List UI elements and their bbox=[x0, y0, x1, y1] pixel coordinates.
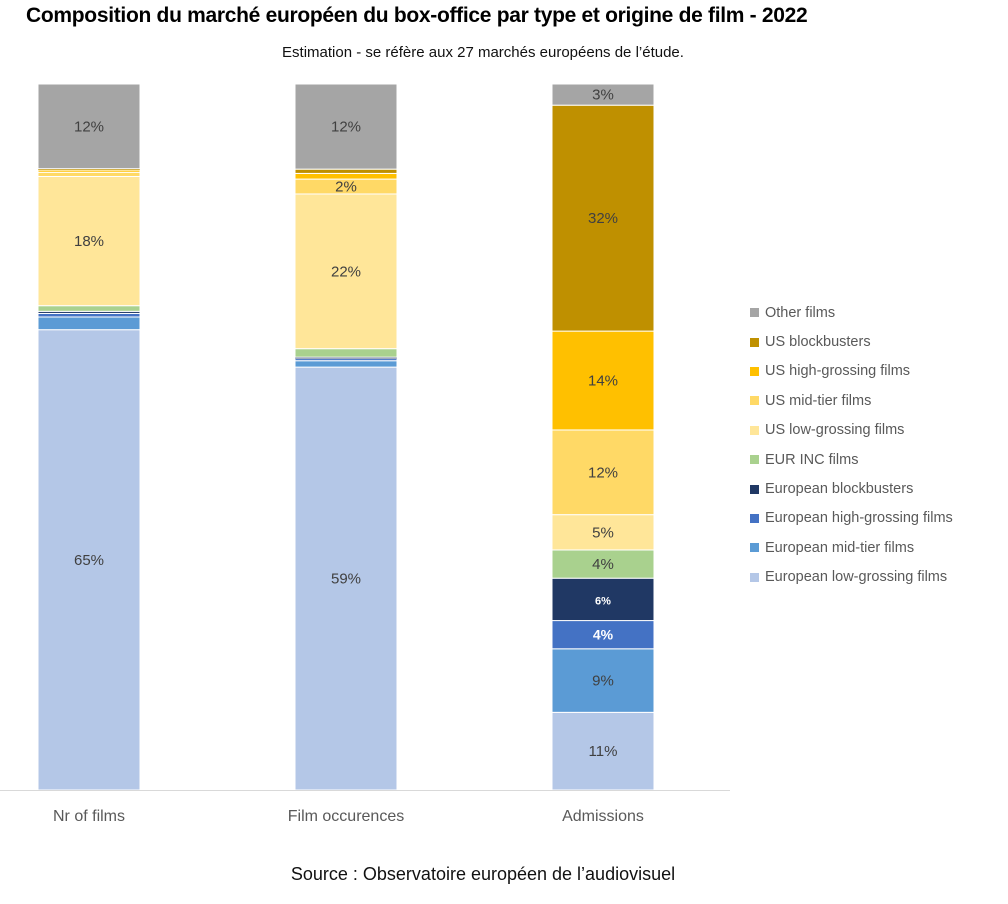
legend-item-us-blockbusters: US blockbusters bbox=[750, 327, 953, 356]
data-label-film-occurences-us-mid-tier-films: 2% bbox=[335, 179, 357, 196]
legend-swatch-icon bbox=[750, 396, 759, 406]
bar-segment-nr-of-films-us-high-grossing-films bbox=[37, 169, 141, 173]
data-label-film-occurences-other-films: 12% bbox=[331, 119, 361, 136]
data-label-admissions-european-low-grossing-films: 11% bbox=[589, 743, 618, 760]
bar-segment-nr-of-films-us-mid-tier-films bbox=[37, 171, 141, 177]
data-label-film-occurences-european-low-grossing-films: 59% bbox=[331, 571, 361, 588]
data-label-admissions-european-blockbusters: 6% bbox=[595, 595, 611, 607]
bar-segment-nr-of-films-eur-inc-films bbox=[37, 305, 141, 312]
bar-segment-film-occurences-eur-inc-films bbox=[294, 348, 398, 358]
data-label-nr-of-films-us-low-grossing-films: 18% bbox=[74, 233, 104, 250]
bar-segment-admissions-other-films bbox=[551, 83, 655, 106]
bar-segment-film-occurences-european-low-grossing-films bbox=[294, 366, 398, 791]
legend-label: EUR INC films bbox=[765, 451, 859, 468]
legend-swatch-icon bbox=[750, 484, 759, 494]
bar-segment-admissions-us-high-grossing-films bbox=[551, 330, 655, 431]
legend-item-eur-inc-films: EUR INC films bbox=[750, 445, 953, 474]
bar-segment-nr-of-films-european-mid-tier-films bbox=[37, 316, 141, 331]
data-label-admissions-european-mid-tier-films: 9% bbox=[592, 673, 614, 690]
bar-segment-nr-of-films-us-low-grossing-films bbox=[37, 175, 141, 307]
legend-label: European blockbusters bbox=[765, 481, 914, 498]
legend-item-european-blockbusters: European blockbusters bbox=[750, 474, 953, 503]
bar-segment-film-occurences-us-blockbusters bbox=[294, 168, 398, 174]
x-tick-label-nr-of-films: Nr of films bbox=[53, 808, 125, 825]
legend-swatch-icon bbox=[750, 455, 759, 465]
bar-segment-admissions-us-mid-tier-films bbox=[551, 429, 655, 516]
chart-source: Source : Observatoire européen de l’audi… bbox=[290, 864, 676, 884]
x-tick-labels: Nr of films Film occurences Admissions bbox=[53, 808, 644, 825]
bar-segment-nr-of-films-other-films bbox=[37, 83, 141, 170]
data-label-nr-of-films-other-films: 12% bbox=[74, 118, 104, 135]
bar-segment-admissions-european-blockbusters bbox=[551, 577, 655, 622]
chart-title: Composition du marché européen du box-of… bbox=[26, 4, 808, 27]
bar-segment-film-occurences-other-films bbox=[294, 83, 398, 170]
data-label-admissions-eur-inc-films: 4% bbox=[592, 556, 614, 573]
bars-group: 65% 18% 12% 59% 22% 2% 12% 11% 9% 4% 6% 4% 5% 12% 14% 3… bbox=[37, 83, 655, 791]
legend-label: European mid-tier films bbox=[765, 539, 915, 556]
legend-item-european-mid-tier-films: European mid-tier films bbox=[750, 533, 953, 562]
legend-label: US blockbusters bbox=[765, 334, 871, 351]
bar-segment-admissions-us-blockbusters bbox=[551, 104, 655, 332]
legend-swatch-icon bbox=[750, 513, 759, 523]
bar-segment-admissions-us-low-grossing-films bbox=[551, 514, 655, 551]
legend-item-us-high-grossing-films: US high-grossing films bbox=[750, 357, 953, 386]
bar-segment-film-occurences-european-mid-tier-films bbox=[294, 360, 398, 368]
data-label-admissions-us-mid-tier-films: 12% bbox=[588, 464, 618, 481]
legend-label: US high-grossing films bbox=[765, 363, 911, 380]
legend-label: US low-grossing films bbox=[765, 422, 905, 439]
data-label-admissions-us-high-grossing-films: 14% bbox=[588, 373, 618, 390]
x-tick-label-admissions: Admissions bbox=[562, 808, 644, 825]
legend-item-us-mid-tier-films: US mid-tier films bbox=[750, 386, 953, 415]
x-tick-label-film-occurences: Film occurences bbox=[288, 808, 404, 825]
legend-swatch-icon bbox=[750, 308, 759, 318]
legend-swatch-icon bbox=[750, 337, 759, 347]
chart-subtitle: Estimation - se réfère aux 27 marchés eu… bbox=[282, 44, 684, 61]
bar-segment-admissions-european-high-grossing-films bbox=[551, 620, 655, 650]
data-label-admissions-other-films: 3% bbox=[592, 87, 614, 104]
legend-item-european-low-grossing-films: European low-grossing films bbox=[750, 563, 953, 592]
data-label-admissions-us-low-grossing-films: 5% bbox=[592, 524, 614, 541]
data-label-film-occurences-us-low-grossing-films: 22% bbox=[331, 263, 361, 280]
legend-item-other-films: Other films bbox=[750, 298, 953, 327]
legend-item-european-high-grossing-films: European high-grossing films bbox=[750, 504, 953, 533]
data-label-admissions-european-high-grossing-films: 4% bbox=[593, 627, 614, 643]
bar-segment-nr-of-films-european-low-grossing-films bbox=[37, 329, 141, 791]
data-label-admissions-us-blockbusters: 32% bbox=[588, 210, 618, 227]
legend-label: Other films bbox=[765, 304, 836, 321]
legend-item-us-low-grossing-films: US low-grossing films bbox=[750, 416, 953, 445]
bar-segment-nr-of-films-european-high-grossing-films bbox=[37, 312, 141, 318]
legend-label: European low-grossing films bbox=[765, 569, 948, 586]
bar-segment-film-occurences-us-low-grossing-films bbox=[294, 193, 398, 350]
legend-label: European high-grossing films bbox=[765, 510, 953, 527]
legend-swatch-icon bbox=[750, 366, 759, 376]
legend-label: US mid-tier films bbox=[765, 392, 872, 409]
legend-swatch-icon bbox=[750, 425, 759, 435]
legend-swatch-icon bbox=[750, 572, 759, 582]
data-label-nr-of-films-european-low-grossing-films: 65% bbox=[74, 552, 104, 569]
legend: Other films US blockbusters US high-grossi… bbox=[750, 298, 953, 592]
bar-segment-film-occurences-european-high-grossing-films bbox=[294, 358, 398, 362]
bar-segment-film-occurences-us-high-grossing-films bbox=[294, 172, 398, 180]
legend-swatch-icon bbox=[750, 543, 759, 553]
bar-segment-admissions-european-low-grossing-films bbox=[551, 711, 655, 791]
